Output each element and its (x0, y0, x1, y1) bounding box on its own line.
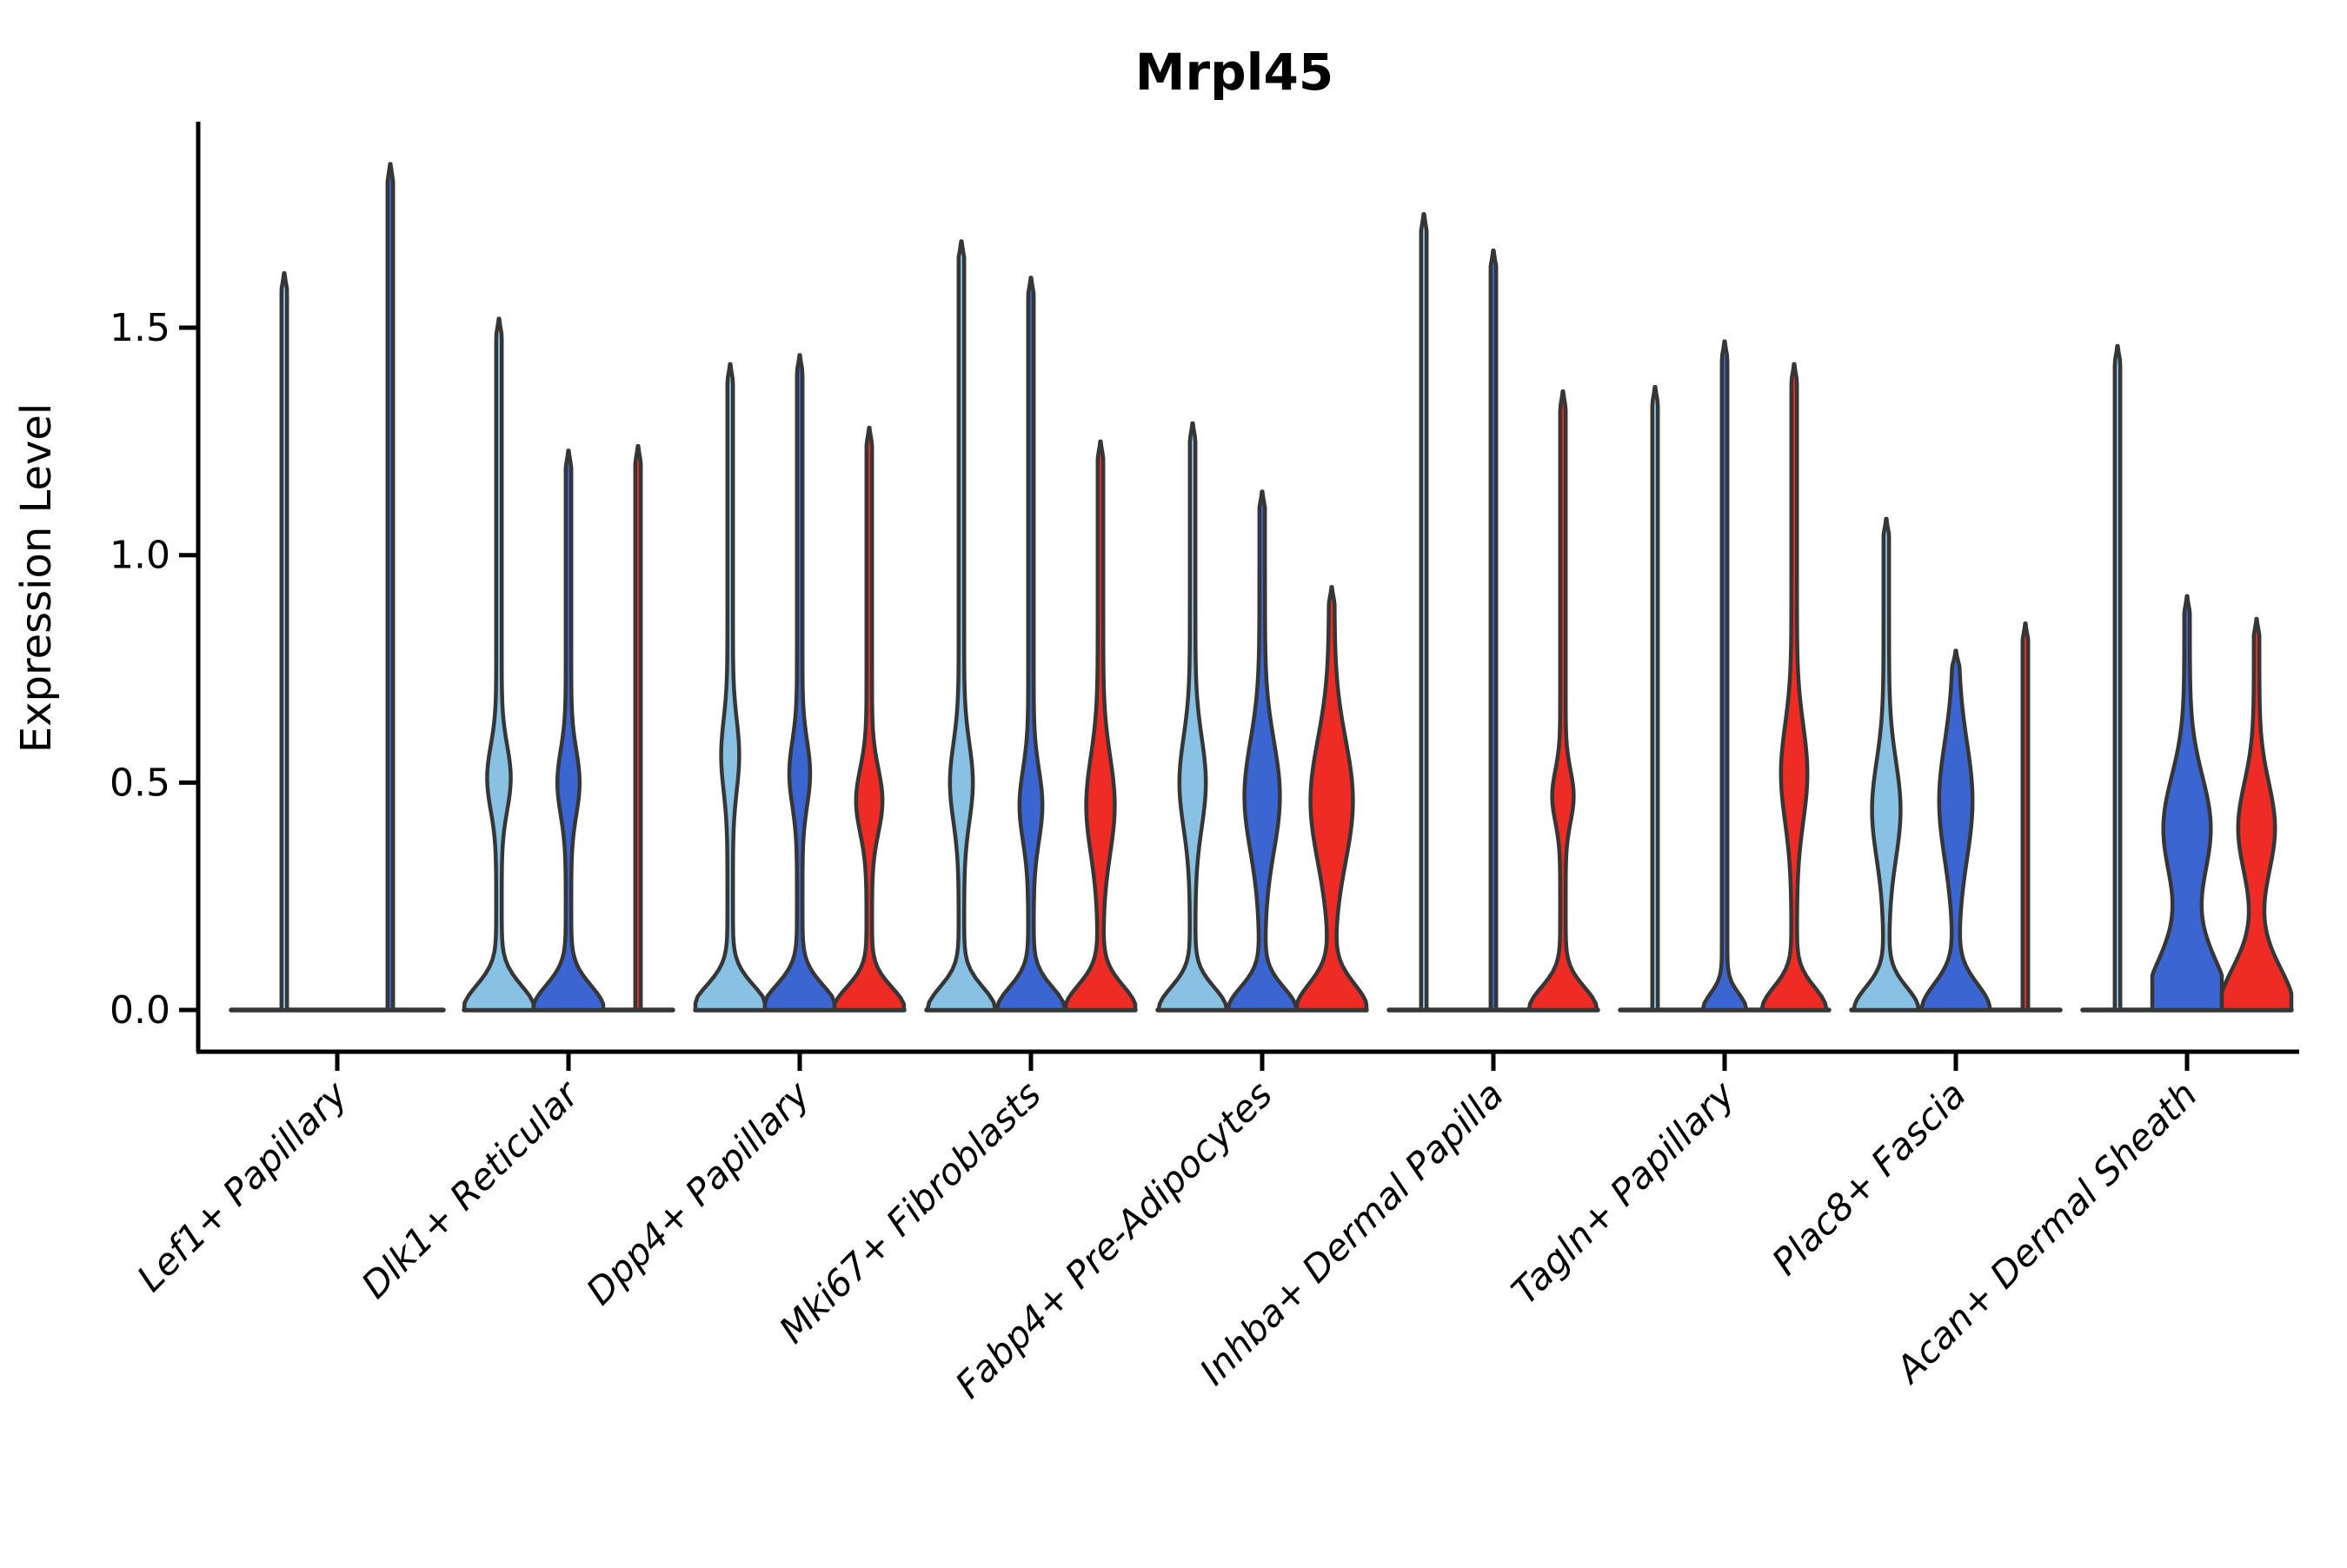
violin-red-5 (1294, 585, 1369, 1013)
violin-dark_blue-4 (994, 276, 1067, 1013)
violin-light_blue-1 (279, 271, 289, 1013)
violin-dark_blue-3 (762, 353, 837, 1013)
violin-red-6 (1526, 389, 1599, 1013)
violin-light_blue-6 (1419, 211, 1429, 1013)
violin-dark_blue-9 (2150, 594, 2224, 1013)
violin-red-3 (832, 425, 907, 1013)
plot-title: Mrpl45 (1135, 43, 1333, 102)
violin-dark_blue-5 (1226, 489, 1299, 1013)
y-axis-title: Expression Level (12, 403, 61, 754)
violin-dark_blue-8 (1919, 648, 1992, 1013)
y-tick-label: 0.0 (110, 988, 170, 1033)
violin-red-8 (2020, 621, 2031, 1013)
violin-red-9 (2219, 616, 2294, 1013)
y-tick-label: 0.5 (110, 761, 170, 805)
x-tick-label: Plac8+ Fascia (1764, 1073, 1974, 1283)
violin-dark_blue-7 (1700, 339, 1749, 1013)
x-tick-label: Lef1+ Papillary (129, 1073, 356, 1300)
violin-light_blue-8 (1852, 516, 1921, 1013)
x-tick-label: Dlk1+ Reticular (353, 1071, 588, 1306)
x-tick-label: Dpp4+ Papillary (578, 1073, 819, 1313)
violin-dark_blue-1 (385, 162, 396, 1013)
violin-red-4 (1063, 439, 1138, 1013)
x-tick-label: Mki67+ Fibroblasts (771, 1073, 1049, 1351)
violin-red-2 (633, 443, 643, 1013)
violin-light_blue-5 (1156, 421, 1229, 1013)
violin-light_blue-2 (462, 316, 536, 1013)
violin-dark_blue-2 (531, 448, 606, 1013)
y-tick-label: 1.5 (110, 306, 170, 350)
violin-red-7 (1759, 362, 1829, 1013)
violin-light_blue-7 (1650, 384, 1660, 1013)
violin-light_blue-4 (925, 239, 998, 1013)
violin-light_blue-9 (2112, 343, 2123, 1013)
y-tick-label: 1.0 (110, 534, 170, 578)
violin-light_blue-3 (693, 362, 768, 1013)
violin-dark_blue-6 (1488, 248, 1499, 1013)
x-tick-label: Tagln+ Papillary (1503, 1073, 1744, 1313)
